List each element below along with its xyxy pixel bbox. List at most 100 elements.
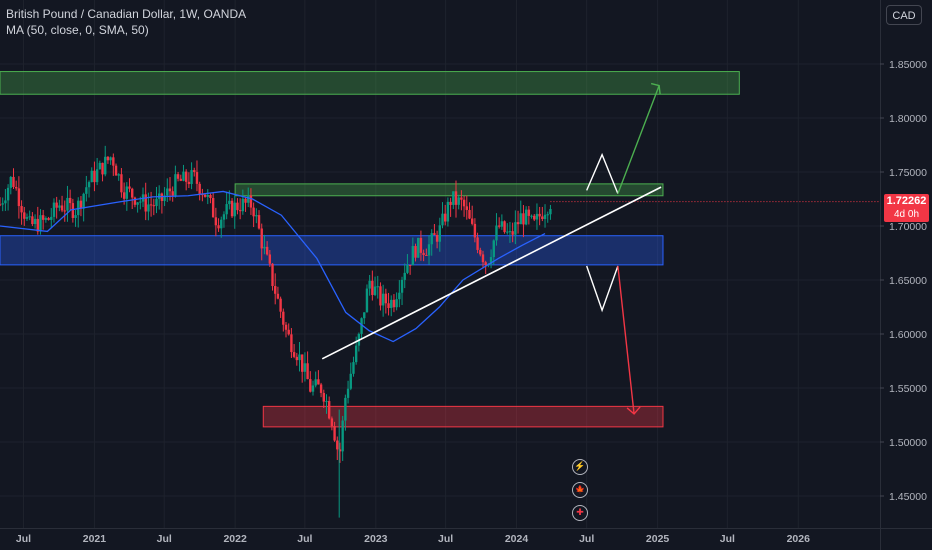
candle-body [503,221,506,233]
candle-body [198,183,201,195]
x-tick-label: 2026 [787,533,811,545]
candle-body [338,449,342,452]
candle-body [85,187,88,194]
candle-body [433,233,436,235]
candle-body [217,225,220,229]
candle-body [276,293,280,299]
candle-body [327,401,331,419]
x-tick-label: Jul [16,533,31,545]
candle-body [365,288,369,313]
candle-body [319,384,323,393]
candle-body [104,156,107,175]
candle-body [112,157,115,166]
candle-body [333,426,336,441]
lightning-icon[interactable]: ⚡ [572,459,588,475]
candle-body [133,197,137,205]
candle-body [546,214,549,216]
candle-body [344,397,347,421]
candle-body [381,293,385,306]
candle-body [535,213,539,220]
candle-body [538,213,541,217]
candle-body [171,191,174,196]
candle-body [495,225,498,241]
candle-body [430,233,433,245]
candle-body [244,198,247,203]
candle-body [149,204,153,206]
candle-body [220,219,223,229]
candle-body [376,286,379,288]
candle-body [460,197,463,200]
candle-body [360,318,363,334]
x-tick-label: Jul [297,533,312,545]
candle-body [489,257,493,264]
candle-body [290,334,293,353]
x-tick-label: 2023 [364,533,388,545]
candle-body [268,254,272,264]
candle-body [476,237,479,250]
candle-body [435,234,439,242]
candle-body [230,200,234,217]
candle-body [497,225,501,227]
candle-body [314,379,317,386]
candle-body [292,352,296,357]
candle-body [519,213,522,225]
candle-body [530,215,533,217]
candle-body [265,246,269,255]
bearish-arrow [617,265,635,414]
candle-body [470,218,474,224]
candle-body [66,197,69,211]
symbol-title: British Pound / Canadian Dollar, 1W, OAN… [6,7,247,21]
canada-flag-icon[interactable]: 🍁 [572,482,588,498]
candle-body [190,170,193,185]
candle-body [50,216,53,220]
candle-body [398,292,401,300]
candle-body [225,204,228,215]
candle-body [506,231,509,233]
candle-body [214,217,218,226]
x-tick-label: Jul [157,533,172,545]
resistance-zone [234,183,664,197]
candle-body [414,246,417,258]
candle-body [60,205,64,211]
candle-body [354,345,358,363]
candle-body [400,279,404,293]
y-tick-label: 1.45000 [889,491,927,503]
candle-body [187,181,191,185]
candle-body [336,440,339,450]
candle-body [284,324,288,330]
candle-body [395,299,398,308]
candle-body [131,188,134,198]
candle-body [31,216,34,225]
candle-body [106,156,110,161]
candle-body [449,201,452,205]
candle-body [147,204,150,212]
candle-body [468,209,471,219]
candle-body [352,362,355,374]
candle-body [425,255,428,257]
candle-body [222,214,226,220]
candle-body [238,210,242,212]
candle-body [282,311,285,325]
candle-body [176,174,180,179]
bullish-arrow [617,85,660,194]
candle-body [368,280,371,289]
candle-body [311,385,315,392]
bullish-arrowhead [650,82,661,95]
last-price-badge: 1.72262 4d 0h [884,194,929,222]
candle-body [9,176,12,188]
currency-button[interactable]: CAD [886,5,922,25]
candle-body [408,264,412,266]
candle-body [438,225,442,242]
candle-body [0,204,2,206]
candle-body [511,231,514,235]
candle-body [184,171,188,182]
candle-body [263,246,266,249]
candle-body [279,298,282,312]
candle-body [417,237,420,258]
uk-flag-icon[interactable]: ✚ [572,505,588,521]
candle-body [260,228,263,249]
indicator-legend[interactable]: MA (50, close, 0, SMA, 50) [6,23,149,37]
candle-body [387,303,390,309]
candle-body [247,195,250,203]
